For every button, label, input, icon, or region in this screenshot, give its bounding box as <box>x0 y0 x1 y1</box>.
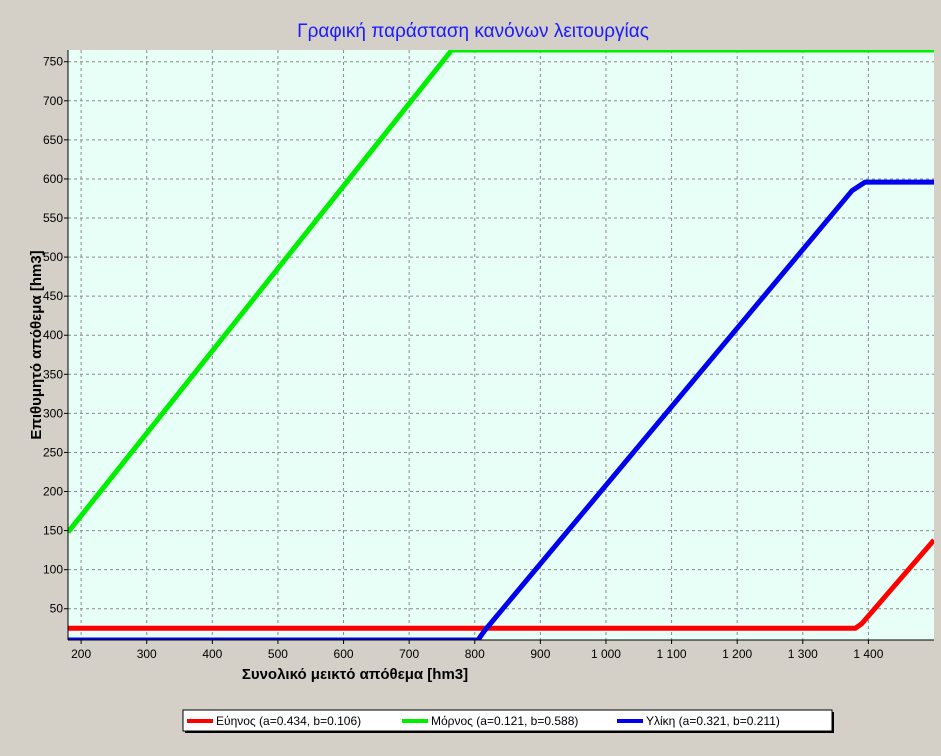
y-tick-label: 750 <box>43 55 63 69</box>
x-tick-label: 800 <box>465 647 485 661</box>
x-tick-label: 1 100 <box>657 647 687 661</box>
x-tick-label: 400 <box>202 647 222 661</box>
y-tick-label: 650 <box>43 133 63 147</box>
x-tick-label: 500 <box>268 647 288 661</box>
grid <box>68 50 934 640</box>
chart-title: Γραφική παράσταση κανόνων λειτουργίας <box>297 21 649 42</box>
x-tick-label: 1 300 <box>788 647 818 661</box>
y-tick-label: 450 <box>43 289 63 303</box>
y-tick-label: 350 <box>43 367 63 381</box>
y-tick-label: 400 <box>43 328 63 342</box>
legend-label: Εύηνος (a=0.434, b=0.106) <box>216 714 361 728</box>
x-tick-label: 1 200 <box>722 647 752 661</box>
x-tick-label: 1 000 <box>591 647 621 661</box>
y-tick-label: 250 <box>43 445 63 459</box>
y-tick-label: 550 <box>43 211 63 225</box>
legend-box <box>182 709 833 732</box>
y-tick-label: 50 <box>50 602 64 616</box>
x-tick-label: 200 <box>71 647 91 661</box>
x-tick-label: 600 <box>334 647 354 661</box>
series-layer <box>68 50 934 640</box>
x-axis-title: Συνολικό μεικτό απόθεμα [hm3] <box>242 666 468 683</box>
x-tick-label: 900 <box>530 647 550 661</box>
series-line-2 <box>68 50 934 534</box>
y-tick-label: 150 <box>43 524 63 538</box>
y-tick-label: 300 <box>43 406 63 420</box>
legend: Εύηνος (a=0.434, b=0.106) Μόρνος (a=0.121… <box>182 709 834 733</box>
series-line-1 <box>68 538 934 631</box>
plot-area <box>68 50 934 640</box>
x-tick-label: 700 <box>399 647 419 661</box>
y-tick-label: 500 <box>43 250 63 264</box>
series-line-3 <box>68 179 934 640</box>
y-axis-title: Επιθυμητό απόθεμα [hm3] <box>28 250 45 439</box>
ticks: 200 300 400 500 600 700 800 900 1 000 1 100 1 200 1… <box>43 55 884 661</box>
y-tick-label: 200 <box>43 485 63 499</box>
y-tick-label: 600 <box>43 172 63 186</box>
legend-label: Υλίκη (a=0.321, b=0.211) <box>646 714 780 728</box>
x-tick-label: 300 <box>137 647 157 661</box>
x-tick-label: 1 400 <box>853 647 883 661</box>
legend-items: Εύηνος (a=0.434, b=0.106) Μόρνος (a=0.121… <box>187 714 780 728</box>
legend-label: Μόρνος (a=0.121, b=0.588) <box>431 714 578 728</box>
y-tick-label: 700 <box>43 94 63 108</box>
y-tick-label: 100 <box>43 563 63 577</box>
